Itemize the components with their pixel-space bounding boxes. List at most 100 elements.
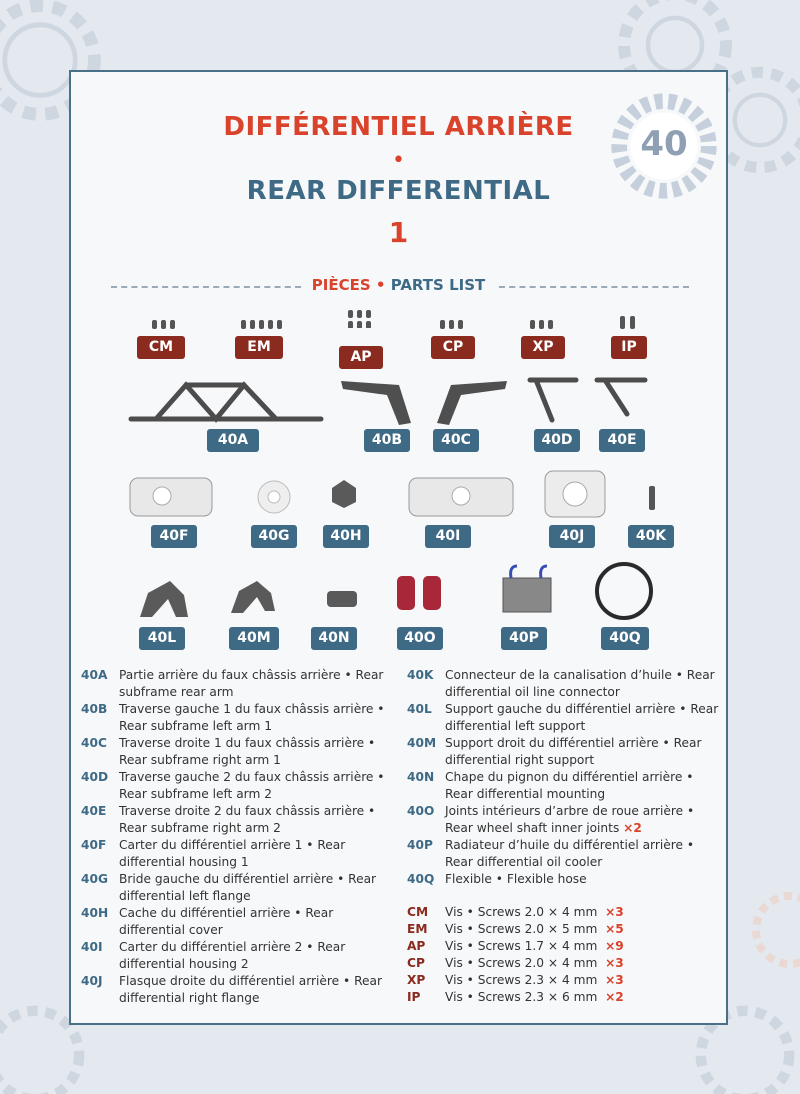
screw-group-cp [440,320,463,329]
screw-text: Vis • Screws 2.0 × 4 mm [445,905,598,919]
legend-row: 40K Connecteur de la canalisation d’huile… [407,667,720,701]
screw-code: XP [407,973,426,987]
parts-legend-left: 40A Partie arrière du faux châssis arrièr… [81,667,394,1007]
legend-code: 40P [407,838,433,852]
part-tag-40q: 40Q [601,627,649,650]
legend-row: 40D Traverse gauche 2 du faux châssis arr… [81,769,394,803]
legend-text: Support droit du différentiel arrière • … [445,736,702,767]
screw-tag-cp: CP [431,336,475,359]
legend-code: 40N [407,770,435,784]
parts-card: DIFFÉRENTIEL ARRIÈRE • REAR DIFFERENTIAL… [69,70,728,1025]
legend-row: 40M Support droit du différentiel arrière… [407,735,720,769]
screw-tag-em: EM [235,336,283,359]
legend-text: Partie arrière du faux châssis arrière •… [119,668,384,699]
parts-legend-right: 40K Connecteur de la canalisation d’huile… [407,667,720,1006]
screw-group-xp [530,320,553,329]
legend-text: Connecteur de la canalisation d’huile • … [445,668,715,699]
part-tag-40d: 40D [534,429,580,452]
screw-code: AP [407,939,426,953]
screw-row: CM Vis • Screws 2.0 × 4 mm ×3 [407,904,720,921]
screw-code: CP [407,956,425,970]
screw-group-ip [620,316,635,329]
screw-code: IP [407,990,421,1004]
legend-row: 40O Joints intérieurs d’arbre de roue arr… [407,803,720,837]
part-tag-40b: 40B [364,429,410,452]
screw-group-cm [152,320,175,329]
screw-tag-cm: CM [137,336,185,359]
part-tag-40p: 40P [501,627,547,650]
legend-text: Radiateur d’huile du différentiel arrièr… [445,838,695,869]
part-tag-40f: 40F [151,525,197,548]
legend-code: 40C [81,736,107,750]
part-tag-40c: 40C [433,429,479,452]
legend-row: 40F Carter du différentiel arrière 1 • Re… [81,837,394,871]
divider [499,286,689,288]
screw-tag-ap: AP [339,346,383,369]
parts-list-header: PIÈCES • PARTS LIST [71,276,726,296]
legend-text: Carter du différentiel arrière 2 • Rear … [119,940,346,971]
legend-code: 40K [407,668,434,682]
quantity: ×3 [605,973,624,987]
part-40c-image [437,381,507,425]
issue-number: 40 [640,124,688,164]
legend-code: 40H [81,906,109,920]
gear-icon [695,1005,795,1094]
part-tag-40g: 40G [251,525,297,548]
part-40l-image [140,581,188,617]
legend-text: Flasque droite du différentiel arrière •… [119,974,382,1005]
legend-row: 40I Carter du différentiel arrière 2 • Re… [81,939,394,973]
screw-group-em [241,320,282,329]
part-40h-image [332,480,356,508]
legend-text: Traverse droite 2 du faux châssis arrièr… [119,804,376,835]
screw-group-ap [348,310,371,328]
part-tag-40a: 40A [207,429,259,452]
screw-text: Vis • Screws 2.3 × 6 mm [445,990,598,1004]
part-40f-image [129,477,213,517]
legend-text: Traverse gauche 1 du faux châssis arrièr… [119,702,385,733]
quantity: ×3 [605,956,624,970]
legend-code: 40F [81,838,107,852]
legend-text: Carter du différentiel arrière 1 • Rear … [119,838,346,869]
quantity: ×2 [623,821,642,835]
legend-code: 40O [407,804,435,818]
part-40k-image [649,486,655,510]
legend-code: 40M [407,736,437,750]
screw-text: Vis • Screws 2.3 × 4 mm [445,973,598,987]
legend-row: 40B Traverse gauche 1 du faux châssis arr… [81,701,394,735]
gear-icon [752,892,800,968]
legend-row: 40C Traverse droite 1 du faux châssis arr… [81,735,394,769]
divider [111,286,301,288]
legend-text: Bride gauche du différentiel arrière • R… [119,872,377,903]
legend-code: 40E [81,804,107,818]
title-french: DIFFÉRENTIEL ARRIÈRE [223,112,574,142]
part-40d-image [527,377,579,423]
part-tag-40i: 40I [425,525,471,548]
part-40p-image [502,564,552,613]
quantity: ×3 [605,905,624,919]
legend-row: 40E Traverse droite 2 du faux châssis arr… [81,803,394,837]
part-40i-image [408,477,514,517]
legend-code: 40D [81,770,109,784]
legend-row: 40G Bride gauche du différentiel arrière … [81,871,394,905]
part-tag-40o: 40O [397,627,443,650]
part-tag-40l: 40L [139,627,185,650]
legend-row: 40J Flasque droite du différentiel arrièr… [81,973,394,1007]
part-40g-image [257,480,291,514]
screw-row: XP Vis • Screws 2.3 × 4 mm ×3 [407,972,720,989]
quantity: ×5 [605,922,624,936]
issue-gear-icon [611,93,717,199]
quantity: ×2 [605,990,624,1004]
legend-row: 40Q Flexible • Flexible hose [407,871,720,888]
legend-row: 40A Partie arrière du faux châssis arrièr… [81,667,394,701]
part-tag-40h: 40H [323,525,369,548]
part-40e-image [594,377,648,417]
screw-code: EM [407,922,428,936]
screw-text: Vis • Screws 2.0 × 5 mm [445,922,598,936]
legend-row: 40L Support gauche du différentiel arrièr… [407,701,720,735]
legend-text: Support gauche du différentiel arrière •… [445,702,719,733]
screw-row: IP Vis • Screws 2.3 × 6 mm ×2 [407,989,720,1006]
screw-row: CP Vis • Screws 2.0 × 4 mm ×3 [407,955,720,972]
legend-text: Cache du différentiel arrière • Rear dif… [119,906,334,937]
screw-tag-xp: XP [521,336,565,359]
legend-code: 40A [81,668,108,682]
